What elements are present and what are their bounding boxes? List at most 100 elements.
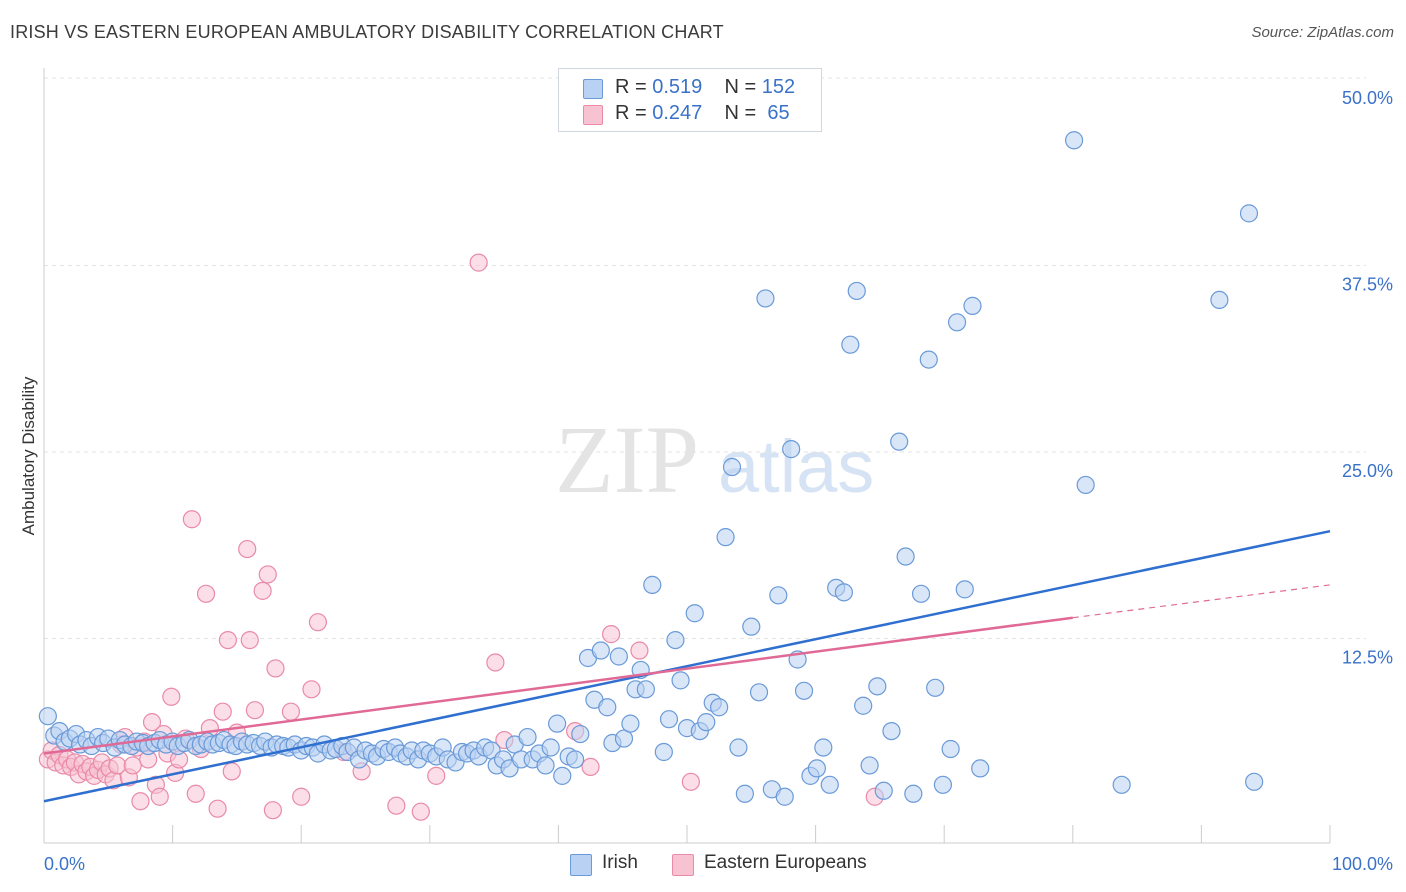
eastern-point (240, 630, 259, 650)
irish-point (710, 698, 729, 717)
eastern-point (245, 701, 265, 720)
irish-trend-line (43, 529, 1331, 803)
y-tick-label: 37.5% (1342, 275, 1393, 295)
irish-point (716, 528, 735, 547)
eastern-point (292, 787, 311, 806)
eastern-point (253, 581, 272, 600)
eastern-r-value: 0.247 (652, 102, 703, 124)
irish-swatch (583, 79, 603, 99)
eastern-r-label: R = (615, 102, 647, 124)
irish-point (882, 721, 901, 741)
irish-point (847, 281, 866, 301)
irish-point (671, 671, 690, 690)
irish-point (38, 707, 57, 726)
eastern-swatch (583, 105, 603, 125)
irish-point (971, 759, 990, 778)
eastern-point (238, 539, 257, 559)
eastern-point (427, 766, 446, 785)
irish-point (794, 681, 814, 700)
eastern-n-value: 65 (767, 102, 790, 124)
irish-r-value: 0.519 (652, 76, 703, 98)
irish-point (722, 457, 742, 477)
irish-point (571, 724, 590, 744)
irish-point (911, 584, 931, 603)
irish-point (896, 547, 915, 566)
eastern-point (308, 613, 328, 632)
eastern-point (208, 799, 227, 818)
eastern-point (162, 687, 181, 706)
irish-n-value: 152 (761, 76, 796, 98)
irish-legend-label: Irish (602, 852, 638, 873)
irish-point (756, 289, 775, 308)
irish-point (955, 580, 974, 599)
irish-point (598, 698, 617, 717)
irish-point (566, 750, 585, 769)
irish-point (1210, 290, 1229, 310)
irish-point (729, 738, 748, 757)
irish-point (963, 296, 982, 315)
y-axis-title: Ambulatory Disability (19, 376, 38, 535)
eastern-n-label: N = (724, 102, 757, 124)
irish-point (666, 630, 685, 650)
irish-point (904, 784, 923, 803)
eastern-point (258, 565, 277, 584)
eastern-point (131, 792, 150, 811)
irish-point (854, 696, 873, 715)
y-tick-label: 50.0% (1342, 88, 1393, 108)
eastern-point (602, 625, 621, 644)
irish-point (919, 350, 938, 369)
eastern-trend-extension (1072, 584, 1331, 619)
eastern-point (581, 757, 600, 777)
eastern-point (387, 796, 406, 815)
eastern-legend-label: Eastern Europeans (704, 852, 867, 873)
eastern-point (186, 784, 205, 803)
irish-point (841, 335, 860, 354)
chart-title: IRISH VS EASTERN EUROPEAN AMBULATORY DIS… (10, 22, 724, 42)
eastern-point (123, 756, 142, 775)
irish-point (782, 440, 801, 459)
irish-point (1076, 475, 1095, 495)
eastern-point (266, 659, 285, 678)
source-label: Source: ZipAtlas.com (1251, 24, 1394, 41)
eastern-legend-swatch (672, 854, 694, 876)
irish-point (890, 432, 909, 451)
irish-point (621, 714, 640, 733)
irish-point (775, 787, 794, 806)
x-tick-label: 0.0% (44, 854, 85, 874)
eastern-point (681, 772, 700, 791)
irish-point (659, 710, 679, 729)
eastern-trend-line (43, 616, 1073, 755)
eastern-point (281, 702, 301, 721)
irish-point (1112, 775, 1131, 794)
irish-point (553, 766, 572, 785)
y-tick-label: 12.5% (1342, 648, 1393, 668)
irish-point (820, 775, 839, 794)
irish-point (868, 677, 887, 696)
irish-point (609, 647, 628, 666)
irish-point (685, 604, 704, 623)
irish-point (807, 759, 826, 778)
irish-point (933, 775, 953, 794)
eastern-point (302, 680, 321, 699)
irish-point (1245, 772, 1264, 791)
stats-legend: R = 0.519 N = 152 R = 0.247 N = 65 (558, 68, 822, 132)
irish-point (541, 738, 560, 757)
irish-r-label: R = (615, 76, 647, 98)
irish-point (518, 727, 537, 747)
irish-point (874, 781, 893, 800)
eastern-point (182, 510, 201, 529)
eastern-point (486, 653, 505, 672)
eastern-point (263, 801, 283, 820)
eastern-point (222, 762, 241, 781)
irish-point (1239, 204, 1259, 223)
eastern-point (213, 702, 232, 721)
eastern-point (411, 802, 430, 821)
irish-legend-swatch (570, 854, 592, 876)
irish-point (834, 583, 853, 602)
irish-point (1064, 131, 1084, 150)
irish-point (926, 678, 945, 697)
irish-n-label: N = (724, 76, 757, 98)
x-tick-label: 100.0% (1332, 854, 1393, 874)
watermark-zip: ZIP (555, 406, 699, 513)
